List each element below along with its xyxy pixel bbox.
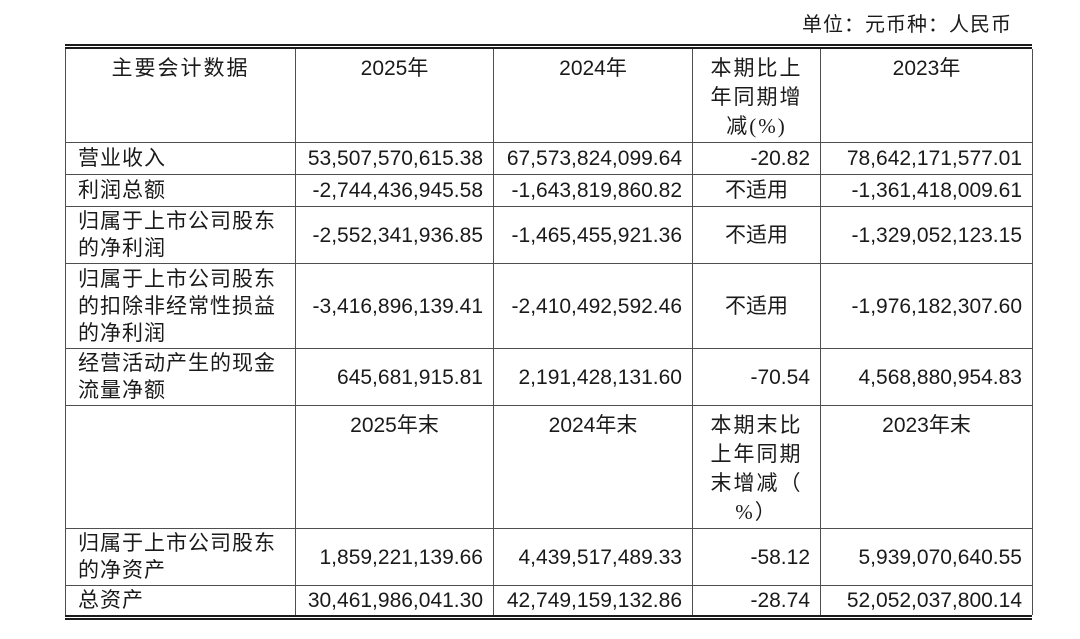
value-2023: 4,568,880,954.83 <box>820 348 1033 406</box>
value-2024: -2,410,492,592.46 <box>493 263 693 349</box>
row-label: 经营活动产生的现金 流量净额 <box>65 348 296 406</box>
row-label: 归属于上市公司股东 的净利润 <box>65 206 296 264</box>
value-2024: 67,573,824,099.64 <box>493 142 693 175</box>
value-2025: 53,507,570,615.38 <box>295 142 494 175</box>
value-2025: -2,552,341,936.85 <box>295 206 494 264</box>
row-label: 营业收入 <box>65 142 296 175</box>
value-2024: 2,191,428,131.60 <box>493 348 693 406</box>
table-row-total-assets: 总资产 30,461,986,041.30 42,749,159,132.86 … <box>65 585 1033 615</box>
value-2023: -1,329,052,123.15 <box>820 206 1033 264</box>
value-2024: 4,439,517,489.33 <box>493 528 693 586</box>
header-2023: 2023年 <box>820 49 1033 143</box>
header-indicator: 主要会计数据 <box>65 49 296 143</box>
row-label: 利润总额 <box>65 174 296 207</box>
value-2023: 5,939,070,640.55 <box>820 528 1033 586</box>
unit-note: 单位：元币种：人民币 <box>802 14 1012 36</box>
table-row-net-profit-excl-nonrecurring: 归属于上市公司股东 的扣除非经常性损益 的净利润 -3,416,896,139.… <box>65 263 1033 349</box>
key-financial-data-table: 主要会计数据 2025年 2024年 本期比上 年同期增 减(%) 2023年 … <box>65 44 1033 620</box>
header-2025-end: 2025年末 <box>295 405 494 529</box>
value-2023: -1,361,418,009.61 <box>820 174 1033 207</box>
value-2025: -3,416,896,139.41 <box>295 263 494 349</box>
table-header-period-end: 2025年末 2024年末 本期末比 上年同期 末增减（ %） 2023年末 <box>65 405 1033 529</box>
header-2024: 2024年 <box>493 49 693 143</box>
value-change: 不适用 <box>692 174 821 207</box>
row-label: 归属于上市公司股东 的净资产 <box>65 528 296 586</box>
value-change: -28.74 <box>692 585 821 615</box>
table-row-total-profit: 利润总额 -2,744,436,945.58 -1,643,819,860.82… <box>65 174 1033 207</box>
table-row-operating-cash-flow: 经营活动产生的现金 流量净额 645,681,915.81 2,191,428,… <box>65 348 1033 406</box>
value-change: 不适用 <box>692 263 821 349</box>
table-row-revenue: 营业收入 53,507,570,615.38 67,573,824,099.64… <box>65 142 1033 175</box>
value-2024: -1,465,455,921.36 <box>493 206 693 264</box>
value-2025: 1,859,221,139.66 <box>295 528 494 586</box>
value-change: -70.54 <box>692 348 821 406</box>
value-2023: -1,976,182,307.60 <box>820 263 1033 349</box>
report-page: 单位：元币种：人民币 主要会计数据 2025年 2024年 本期比上 年同期增 … <box>0 13 1080 620</box>
value-2023: 52,052,037,800.14 <box>820 585 1033 615</box>
value-2025: 30,461,986,041.30 <box>295 585 494 615</box>
table-row-net-assets-attributable: 归属于上市公司股东 的净资产 1,859,221,139.66 4,439,51… <box>65 528 1033 586</box>
header-change-yoy: 本期比上 年同期增 减(%) <box>692 49 821 143</box>
value-2024: -1,643,819,860.82 <box>493 174 693 207</box>
header-2023-end: 2023年末 <box>820 405 1033 529</box>
financial-table: 主要会计数据 2025年 2024年 本期比上 年同期增 减(%) 2023年 … <box>65 49 1033 615</box>
header-2025: 2025年 <box>295 49 494 143</box>
value-change: 不适用 <box>692 206 821 264</box>
value-2025: 645,681,915.81 <box>295 348 494 406</box>
header-change-period-end: 本期末比 上年同期 末增减（ %） <box>692 405 821 529</box>
header-indicator-blank <box>65 405 296 529</box>
value-2024: 42,749,159,132.86 <box>493 585 693 615</box>
value-change: -20.82 <box>692 142 821 175</box>
table-header-annual: 主要会计数据 2025年 2024年 本期比上 年同期增 减(%) 2023年 <box>65 49 1033 143</box>
value-change: -58.12 <box>692 528 821 586</box>
row-label: 归属于上市公司股东 的扣除非经常性损益 的净利润 <box>65 263 296 349</box>
header-2024-end: 2024年末 <box>493 405 693 529</box>
table-row-net-profit-attributable: 归属于上市公司股东 的净利润 -2,552,341,936.85 -1,465,… <box>65 206 1033 264</box>
value-2025: -2,744,436,945.58 <box>295 174 494 207</box>
row-label: 总资产 <box>65 585 296 615</box>
value-2023: 78,642,171,577.01 <box>820 142 1033 175</box>
